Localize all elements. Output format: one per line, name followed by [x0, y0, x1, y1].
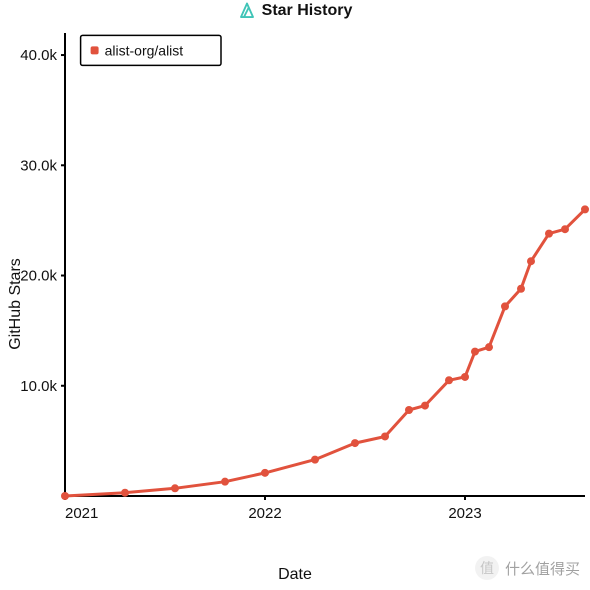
- watermark-text: 什么值得买: [505, 558, 580, 579]
- series-point: [561, 225, 569, 233]
- series-point: [545, 230, 553, 238]
- series-point: [421, 402, 429, 410]
- x-tick-label: 2023: [448, 505, 481, 522]
- x-axis-label: Date: [278, 566, 312, 584]
- series-point: [461, 373, 469, 381]
- series-point: [381, 432, 389, 440]
- x-tick-label: 2022: [248, 505, 281, 522]
- x-tick-label: 2021: [65, 505, 98, 522]
- chart-title: Star History: [262, 2, 353, 20]
- series-point: [61, 492, 69, 500]
- y-tick-label: 40.0k: [20, 47, 57, 64]
- series-point: [445, 376, 453, 384]
- star-history-chart: 10.0k20.0k30.0k40.0k202120222023alist-or…: [60, 28, 585, 526]
- star-history-logo-icon: [238, 2, 256, 20]
- series-point: [405, 406, 413, 414]
- legend-marker-icon: [91, 46, 99, 54]
- series-point: [121, 489, 129, 497]
- watermark-logo-icon: 值: [475, 556, 499, 580]
- y-tick-label: 20.0k: [20, 268, 57, 285]
- series-point: [261, 469, 269, 477]
- series-point: [351, 439, 359, 447]
- series-point: [501, 302, 509, 310]
- series-point: [221, 478, 229, 486]
- y-tick-label: 30.0k: [20, 157, 57, 174]
- series-point: [517, 285, 525, 293]
- series-point: [485, 343, 493, 351]
- chart-title-row: Star History: [0, 2, 590, 20]
- series-point: [471, 348, 479, 356]
- series-point: [581, 205, 589, 213]
- y-tick-label: 10.0k: [20, 378, 57, 395]
- watermark: 值 什么值得买: [475, 556, 580, 580]
- legend-label: alist-org/alist: [105, 42, 184, 58]
- series-point: [311, 456, 319, 464]
- series-line: [65, 209, 585, 496]
- series-point: [171, 484, 179, 492]
- series-point: [527, 257, 535, 265]
